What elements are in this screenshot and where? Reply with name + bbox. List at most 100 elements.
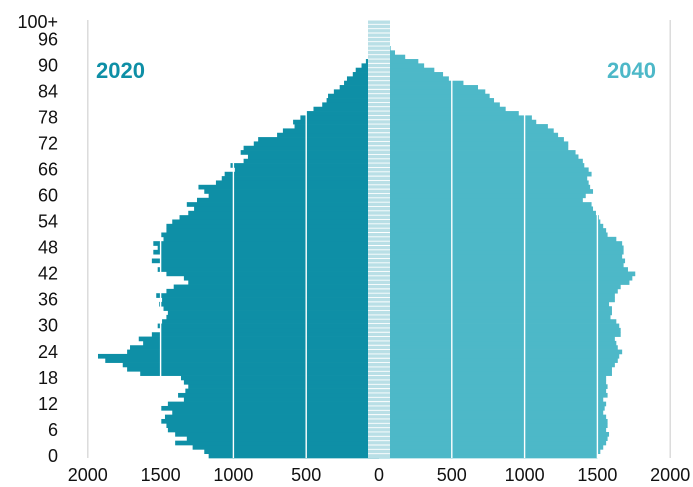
bar-2040-age-59 <box>379 197 583 203</box>
bar-2020-age-50 <box>163 236 379 242</box>
bar-2020-age-25 <box>130 345 379 350</box>
bar-2020-age-49 <box>153 241 379 246</box>
bar-2020-age-76 <box>294 124 379 129</box>
bar-2020-age-29 <box>160 327 379 333</box>
bar-2020-age-41 <box>183 275 379 281</box>
bar-2040-age-62 <box>379 184 591 190</box>
bar-2020-age-6 <box>167 427 379 433</box>
bar-2020-age-19 <box>140 371 379 376</box>
bar-2040-age-76 <box>379 124 548 129</box>
bar-2020-age-51 <box>160 232 379 238</box>
bar-2040-age-82 <box>379 98 495 103</box>
bar-2040-age-31 <box>379 319 617 324</box>
bar-2040-age-48 <box>379 245 624 251</box>
bar-2020-age-66 <box>234 167 379 173</box>
bar-2020-age-83 <box>328 93 379 99</box>
bar-2040-age-0 <box>379 453 598 459</box>
bar-2040-age-26 <box>379 340 617 346</box>
bar-2040-age-91 <box>379 59 419 64</box>
bar-2040-age-20 <box>379 366 612 372</box>
bar-2020-age-46 <box>160 254 379 259</box>
bar-2020-age-23 <box>97 353 379 359</box>
bar-2020-age-78 <box>300 115 379 121</box>
bar-2040-age-85 <box>379 85 479 90</box>
bar-2040-age-30 <box>379 323 620 329</box>
x-tick-label-3: 500 <box>291 465 321 485</box>
bar-2020-age-35 <box>159 301 379 307</box>
y-tick-label-100+: 100+ <box>17 12 58 32</box>
bar-2040-age-70 <box>379 150 576 155</box>
bar-2040-age-69 <box>379 154 579 160</box>
bar-2020-age-16 <box>188 384 379 389</box>
x-tick-label-1: 1500 <box>141 465 181 485</box>
x-tick-label-2: 1000 <box>213 465 253 485</box>
bar-2020-age-24 <box>127 349 379 355</box>
bar-2040-age-44 <box>379 262 624 268</box>
bar-2020-age-74 <box>277 132 379 138</box>
bar-2040-age-19 <box>379 371 612 376</box>
bar-2020-age-55 <box>179 215 379 220</box>
bar-2020-age-61 <box>204 189 379 194</box>
bar-2020-age-4 <box>186 436 379 442</box>
bar-2020-age-67 <box>230 163 379 168</box>
bar-2020-age-89 <box>355 67 379 73</box>
bar-2040-age-12 <box>379 401 607 407</box>
bar-2020-age-9 <box>164 414 379 420</box>
bar-2040-age-2 <box>379 444 604 450</box>
bar-2020-age-48 <box>157 245 379 251</box>
bar-2020-age-7 <box>166 423 379 428</box>
bar-2040-age-49 <box>379 241 623 246</box>
y-tick-label-90: 90 <box>38 56 58 76</box>
bar-2040-age-83 <box>379 93 490 99</box>
bar-2020-age-77 <box>293 119 379 125</box>
bar-2040-age-53 <box>379 223 604 229</box>
y-tick-label-60: 60 <box>38 186 58 206</box>
bar-2040-age-17 <box>379 379 607 385</box>
bar-2040-age-57 <box>379 206 594 212</box>
bar-2040-age-3 <box>379 440 607 446</box>
bar-2020-age-26 <box>143 340 379 346</box>
bar-2020-age-52 <box>166 228 379 233</box>
bar-2020-age-57 <box>194 206 379 212</box>
bar-2040-age-86 <box>379 80 464 86</box>
bar-2040-age-21 <box>379 362 615 368</box>
x-tick-label-0: 2000 <box>68 465 108 485</box>
bar-2020-age-81 <box>322 102 379 108</box>
y-tick-label-54: 54 <box>38 212 58 232</box>
bar-2020-age-20 <box>127 366 379 372</box>
bar-2040-age-72 <box>379 141 569 147</box>
bar-2040-age-66 <box>379 167 589 173</box>
bar-2040-age-28 <box>379 332 621 337</box>
bar-2040-age-14 <box>379 392 608 398</box>
bar-2040-age-79 <box>379 111 519 116</box>
bar-2040-age-7 <box>379 423 608 428</box>
bar-2040-age-54 <box>379 219 601 225</box>
bar-2040-age-67 <box>379 163 585 168</box>
bar-2040-age-56 <box>379 210 596 216</box>
bar-2020-age-38 <box>166 288 379 294</box>
y-tick-label-18: 18 <box>38 368 58 388</box>
bar-2020-age-1 <box>204 449 379 455</box>
bar-2040-age-39 <box>379 284 621 290</box>
bar-2020-age-82 <box>326 98 379 103</box>
bar-2020-age-85 <box>339 85 379 90</box>
bar-2020-age-28 <box>151 332 379 337</box>
bar-2020-age-3 <box>175 440 379 446</box>
bar-2020-age-72 <box>253 141 379 147</box>
grid-lines <box>87 20 671 458</box>
bar-2040-age-43 <box>379 267 628 272</box>
bar-2020-age-5 <box>175 431 379 437</box>
bar-2040-age-63 <box>379 180 589 186</box>
bar-2020-age-18 <box>180 375 379 381</box>
y-tick-label-78: 78 <box>38 108 58 128</box>
bar-2040-age-9 <box>379 414 607 420</box>
bar-2020-age-45 <box>151 258 379 264</box>
bar-2020-age-53 <box>166 223 379 229</box>
bar-2020-age-2 <box>192 444 379 450</box>
bar-2020-age-80 <box>313 106 379 112</box>
bar-2020-age-60 <box>208 193 379 199</box>
bar-2040-age-29 <box>379 327 621 333</box>
y-tick-label-42: 42 <box>38 264 58 284</box>
bar-2020-age-32 <box>166 314 379 320</box>
bar-2040-age-90 <box>379 63 425 69</box>
